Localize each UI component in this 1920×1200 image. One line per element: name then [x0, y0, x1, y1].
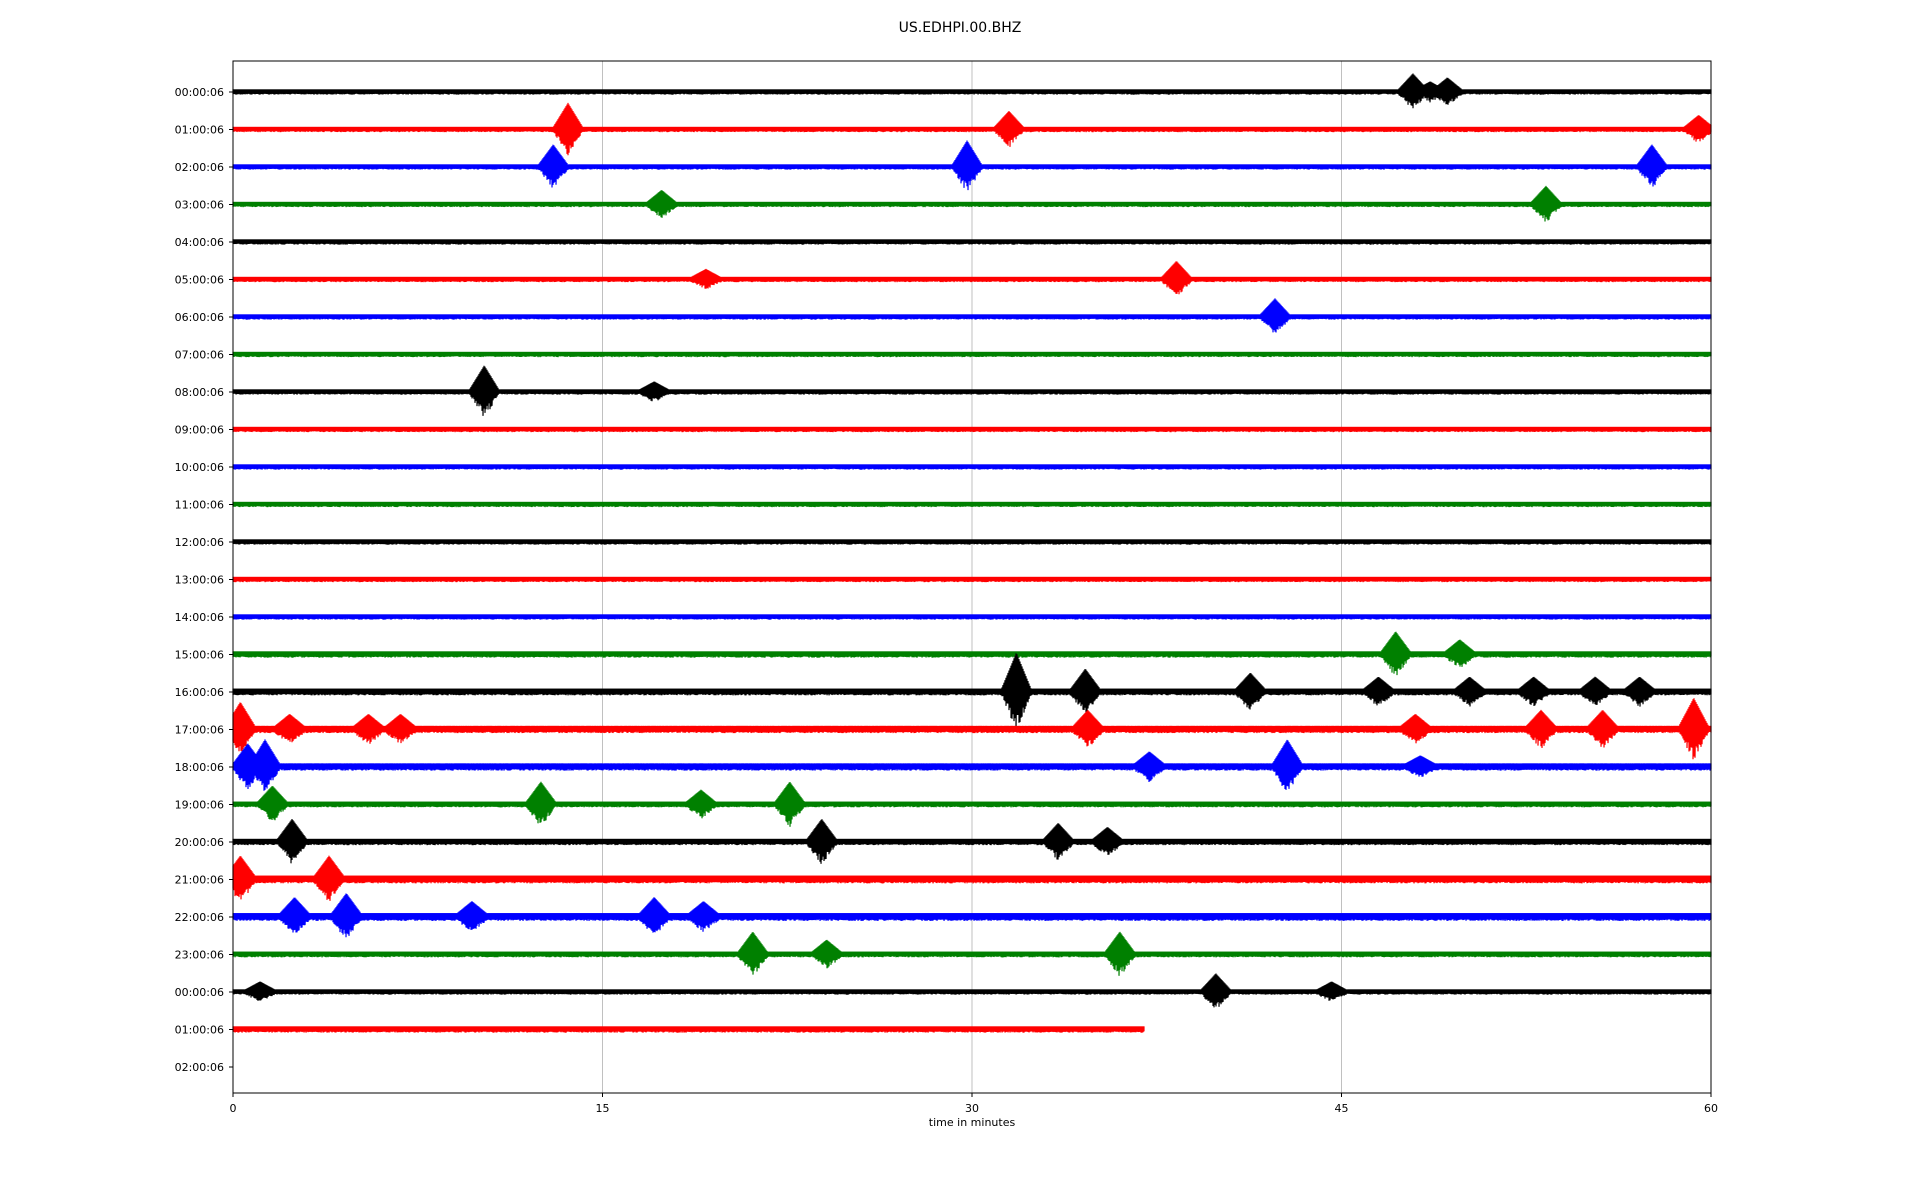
y-tick-label-9: 09:00:06 [175, 424, 224, 437]
trace-row-3 [232, 185, 1712, 222]
y-tick-label-0: 00:00:06 [175, 86, 224, 99]
y-tick-label-23: 23:00:06 [175, 949, 224, 962]
y-tick-label-3: 03:00:06 [175, 199, 224, 212]
trace-row-22 [232, 893, 1712, 938]
x-tick-label-1: 15 [596, 1102, 610, 1115]
trace-row-15 [232, 631, 1712, 676]
trace-row-1 [232, 102, 1712, 156]
trace-row-6 [232, 298, 1712, 333]
x-tick-label-4: 60 [1704, 1102, 1718, 1115]
y-tick-label-21: 21:00:06 [175, 874, 224, 887]
y-tick-label-2: 02:00:06 [175, 161, 224, 174]
x-axis-label: time in minutes [929, 1116, 1016, 1129]
y-tick-label-19: 19:00:06 [175, 799, 224, 812]
trace-row-5 [232, 261, 1712, 295]
trace-row-18 [232, 739, 1712, 791]
trace-row-9 [232, 426, 1712, 433]
trace-row-10 [232, 464, 1712, 470]
y-tick-label-22: 22:00:06 [175, 911, 224, 924]
trace-row-8 [232, 365, 1712, 416]
trace-row-25 [232, 1026, 1145, 1033]
trace-row-17 [232, 698, 1712, 760]
trace-row-7 [232, 351, 1712, 358]
trace-row-4 [232, 239, 1712, 245]
trace-row-13 [232, 576, 1712, 583]
y-tick-label-25: 01:00:06 [175, 1024, 224, 1037]
y-tick-label-26: 02:00:06 [175, 1061, 224, 1074]
trace-row-0 [232, 73, 1712, 109]
trace-row-2 [232, 140, 1712, 191]
y-tick-label-8: 08:00:06 [175, 386, 224, 399]
x-tick-label-2: 30 [965, 1102, 979, 1115]
y-tick-label-1: 01:00:06 [175, 124, 224, 137]
trace-row-12 [232, 539, 1712, 545]
y-tick-label-4: 04:00:06 [175, 236, 224, 249]
y-tick-label-15: 15:00:06 [175, 649, 224, 662]
y-tick-label-14: 14:00:06 [175, 611, 224, 624]
trace-row-19 [232, 781, 1712, 827]
trace-row-21 [232, 855, 1712, 901]
trace-row-14 [232, 614, 1712, 620]
y-tick-label-10: 10:00:06 [175, 461, 224, 474]
y-tick-label-6: 06:00:06 [175, 311, 224, 324]
trace-row-20 [232, 818, 1712, 864]
y-tick-label-5: 05:00:06 [175, 274, 224, 287]
trace-row-11 [232, 501, 1712, 508]
trace-row-24 [232, 973, 1712, 1008]
y-tick-label-16: 16:00:06 [175, 686, 224, 699]
y-tick-label-18: 18:00:06 [175, 761, 224, 774]
x-tick-label-3: 45 [1335, 1102, 1349, 1115]
x-tick-label-0: 0 [230, 1102, 237, 1115]
trace-row-23 [232, 931, 1712, 976]
y-tick-label-12: 12:00:06 [175, 536, 224, 549]
seismic-traces [232, 73, 1712, 1033]
y-tick-label-17: 17:00:06 [175, 724, 224, 737]
y-tick-label-20: 20:00:06 [175, 836, 224, 849]
y-tick-label-24: 00:00:06 [175, 986, 224, 999]
y-tick-label-11: 11:00:06 [175, 499, 224, 512]
y-tick-labels: 00:00:06 01:00:06 02:00:06 03:00:06 04:00:06… [175, 86, 233, 1074]
y-tick-label-13: 13:00:06 [175, 574, 224, 587]
x-axis: 0 15 30 45 60 time in minutes [230, 1093, 1718, 1129]
trace-row-16 [232, 653, 1712, 731]
chart-title: US.EDHPI.00.BHZ [898, 20, 1022, 36]
y-tick-label-7: 07:00:06 [175, 349, 224, 362]
